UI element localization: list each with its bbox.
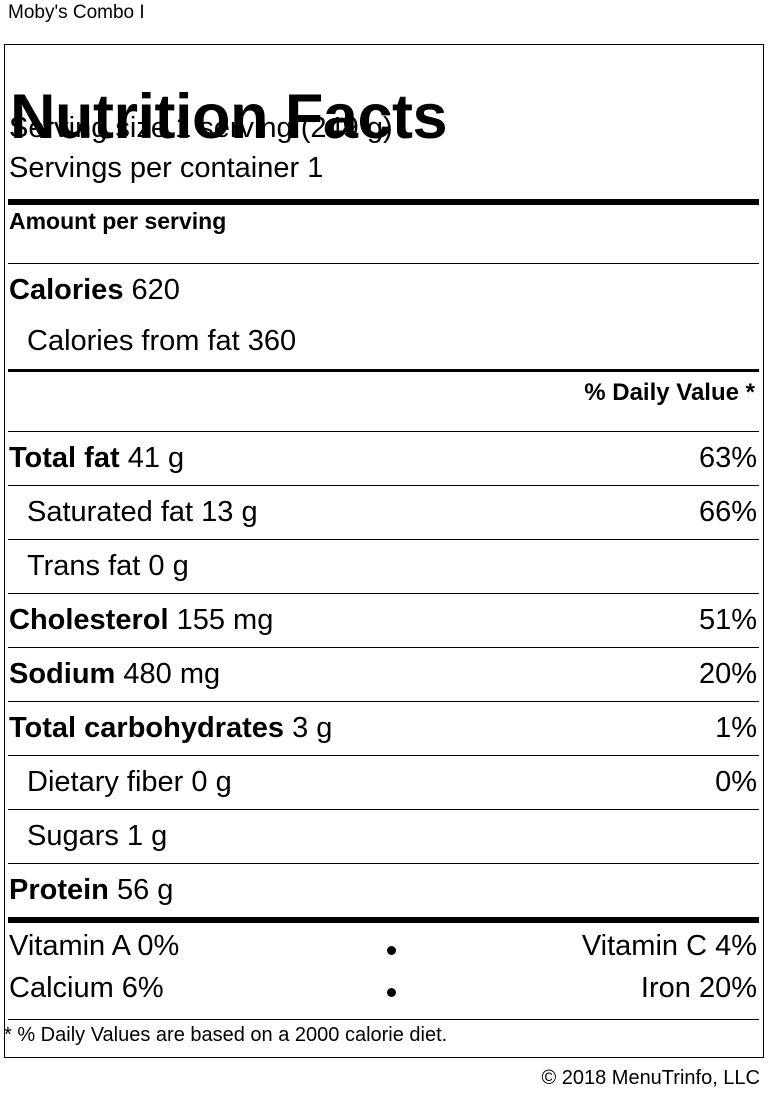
nutrient-amount: 480 mg xyxy=(123,658,221,690)
nutrient-row-saturated-fat: Saturated fat 13 g 66% xyxy=(27,495,757,529)
bullet-icon xyxy=(387,946,396,955)
divider xyxy=(8,647,759,648)
nutrient-name: Cholesterol xyxy=(9,604,169,636)
nutrient-row-protein: Protein 56 g xyxy=(9,873,757,907)
divider xyxy=(8,1019,759,1020)
vitamin-right: Iron 20% xyxy=(640,972,757,1004)
nutrient-amount: 155 mg xyxy=(176,604,274,636)
divider xyxy=(8,755,759,756)
nutrient-row-total-carbohydrates: Total carbohydrates 3 g 1% xyxy=(9,711,757,745)
serving-size: Serving size 1 serving (249 g) xyxy=(9,112,393,144)
nutrient-amount: 41 g xyxy=(127,442,185,474)
nutrient-dv: 20% xyxy=(698,658,757,690)
nutrient-name: Saturated fat xyxy=(27,496,194,528)
nutrient-name: Protein xyxy=(9,874,109,906)
nutrient-name: Sodium xyxy=(9,658,116,690)
divider xyxy=(8,809,759,810)
nutrient-name: Total fat xyxy=(9,442,120,474)
nutrient-amount: 1 g xyxy=(126,820,168,852)
vitamin-right: Vitamin C 4% xyxy=(581,930,757,962)
nutrient-row-cholesterol: Cholesterol 155 mg 51% xyxy=(9,603,757,637)
vitamin-left: Calcium 6% xyxy=(9,972,164,1004)
nutrient-row-total-fat: Total fat 41 g 63% xyxy=(9,441,757,475)
nutrient-name: Total carbohydrates xyxy=(9,712,285,744)
bullet-icon xyxy=(387,988,396,997)
nutrient-row-dietary-fiber: Dietary fiber 0 g 0% xyxy=(27,765,757,799)
daily-value-header: % Daily Value * xyxy=(584,379,755,406)
divider-medium xyxy=(8,369,759,372)
nutrient-amount: 13 g xyxy=(201,496,258,528)
calories-value: 620 xyxy=(131,274,180,306)
item-name: Moby's Combo I xyxy=(8,2,145,23)
nutrition-label: Nutrition Facts Serving size 1 serving (… xyxy=(4,44,764,1058)
nutrient-dv: 51% xyxy=(698,604,757,636)
nutrient-dv: 1% xyxy=(715,712,757,744)
nutrient-dv: 66% xyxy=(698,496,757,528)
nutrient-row-sodium: Sodium 480 mg 20% xyxy=(9,657,757,691)
vitamin-row: Vitamin A 0% Vitamin C 4% xyxy=(9,929,757,967)
servings-per-container: Servings per container 1 xyxy=(9,152,324,184)
copyright: © 2018 MenuTrinfo, LLC xyxy=(541,1067,760,1089)
nutrient-row-sugars: Sugars 1 g xyxy=(27,819,757,853)
divider-thick xyxy=(8,199,759,205)
nutrient-name: Trans fat xyxy=(27,550,141,582)
divider xyxy=(8,431,759,432)
calories-from-fat-label: Calories from fat xyxy=(27,325,240,357)
nutrient-name: Sugars xyxy=(27,820,119,852)
nutrient-amount: 0 g xyxy=(148,550,189,582)
divider xyxy=(8,539,759,540)
label-title: Nutrition Facts xyxy=(10,82,448,152)
nutrient-dv: 0% xyxy=(715,766,757,798)
nutrient-dv: 63% xyxy=(698,442,757,474)
calories-label: Calories xyxy=(9,274,124,306)
amount-per-serving: Amount per serving xyxy=(9,208,227,234)
calories-row: Calories 620 xyxy=(9,273,757,307)
footnote: * % Daily Values are based on a 2000 cal… xyxy=(4,1024,448,1046)
calories-from-fat-value: 360 xyxy=(247,325,297,357)
divider-thick xyxy=(8,917,759,923)
nutrient-amount: 56 g xyxy=(116,874,174,906)
nutrient-row-trans-fat: Trans fat 0 g xyxy=(27,549,757,583)
nutrient-amount: 0 g xyxy=(191,766,232,798)
nutrient-name: Dietary fiber xyxy=(27,766,184,798)
divider xyxy=(8,863,759,864)
nutrient-amount: 3 g xyxy=(292,712,333,744)
vitamin-row: Calcium 6% Iron 20% xyxy=(9,971,757,1009)
divider xyxy=(8,263,759,264)
divider xyxy=(8,485,759,486)
calories-from-fat-row: Calories from fat 360 xyxy=(27,324,757,358)
divider xyxy=(8,701,759,702)
divider xyxy=(8,593,759,594)
vitamin-left: Vitamin A 0% xyxy=(9,930,180,962)
